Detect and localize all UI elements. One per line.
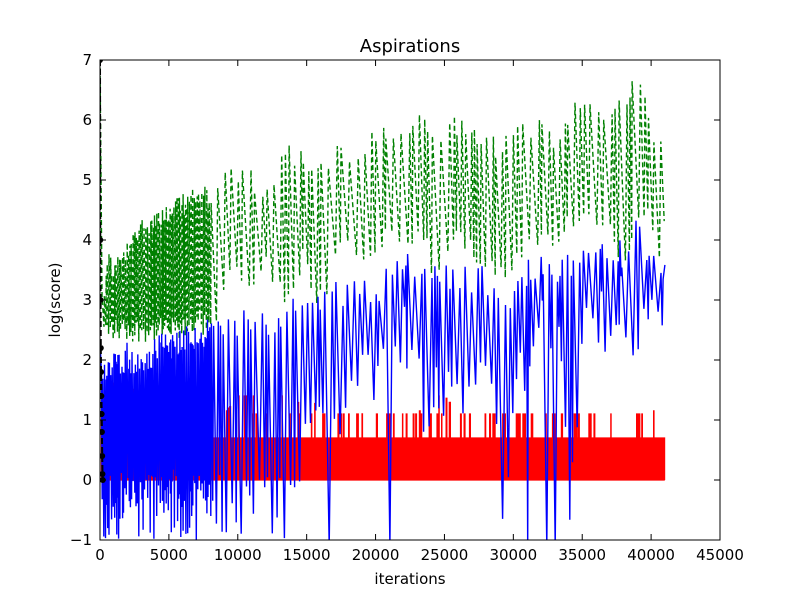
series-black-marker — [100, 60, 103, 63]
series-black-marker — [100, 453, 106, 459]
series-black-marker — [100, 411, 105, 417]
x-tick-label: 35000 — [558, 546, 606, 564]
x-tick-label: 0 — [95, 546, 105, 564]
y-tick-label: 5 — [82, 171, 92, 189]
y-tick-label: 4 — [82, 231, 92, 249]
y-tick-label: 6 — [82, 111, 92, 129]
x-tick-label: 5000 — [150, 546, 188, 564]
ticks: 0 5000 10000 15000 20000 25000 30000 35000 40000… — [70, 51, 744, 564]
y-tick-label: 0 — [82, 471, 92, 489]
series-black-marker — [100, 471, 106, 477]
chart-title: Aspirations — [360, 36, 460, 57]
y-axis-label: log(score) — [46, 263, 64, 338]
y-tick-label: 1 — [82, 411, 92, 429]
series-black-marker — [100, 393, 105, 399]
x-tick-label: 20000 — [352, 546, 400, 564]
y-tick-label: −1 — [70, 531, 92, 549]
x-axis-label: iterations — [374, 570, 445, 588]
x-tick-label: 45000 — [696, 546, 744, 564]
x-tick-label: 30000 — [489, 546, 537, 564]
x-tick-label: 25000 — [421, 546, 469, 564]
x-tick-label: 40000 — [627, 546, 675, 564]
y-tick-label: 7 — [82, 51, 92, 69]
series-black-marker — [100, 369, 105, 375]
series-black-marker — [100, 345, 104, 351]
y-tick-label: 2 — [82, 351, 92, 369]
series-black-marker — [100, 429, 105, 435]
x-tick-label: 15000 — [283, 546, 331, 564]
series-green-line — [100, 60, 665, 342]
series-blue-line — [100, 220, 666, 540]
y-tick-label: 3 — [82, 291, 92, 309]
x-tick-label: 10000 — [214, 546, 262, 564]
